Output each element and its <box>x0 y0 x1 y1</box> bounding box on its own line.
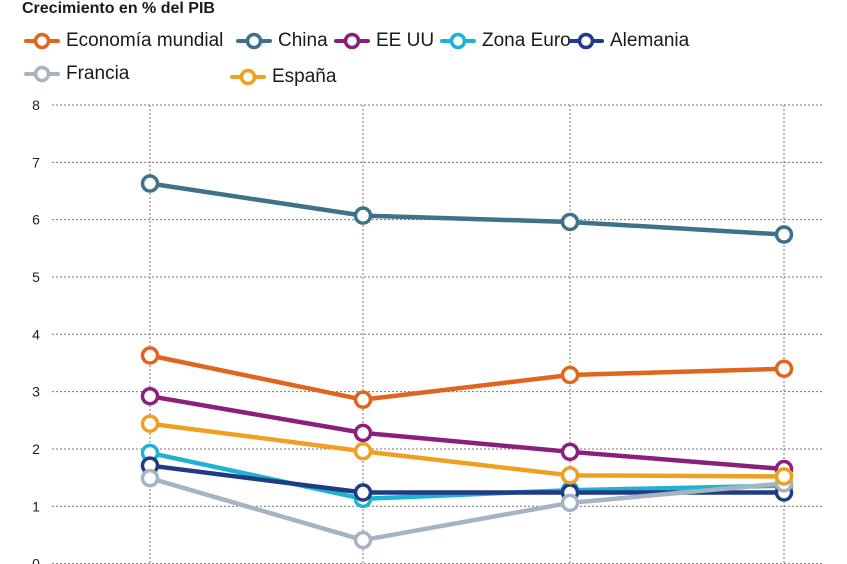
series-line-1 <box>147 181 787 237</box>
legend-label: China <box>278 30 328 51</box>
y-tick-label: 1 <box>32 498 40 514</box>
y-tick-label: 7 <box>32 154 40 170</box>
legend-swatch <box>236 32 272 50</box>
legend-item: Economía mundial <box>24 30 223 52</box>
legend-swatch <box>24 65 60 83</box>
legend-label: Economía mundial <box>66 30 224 51</box>
legend-label: España <box>272 66 337 87</box>
series-line-0 <box>147 353 787 402</box>
legend-swatch <box>334 32 370 50</box>
legend-item: Alemania <box>568 30 689 52</box>
series-line-6 <box>147 421 787 479</box>
data-point <box>774 225 794 244</box>
y-axis-ticks: 0 1 2 3 4 5 6 7 8 <box>32 97 40 564</box>
legend-label: Zona Euro <box>482 30 571 51</box>
legend-item: China <box>236 30 328 52</box>
data-point <box>353 206 373 225</box>
data-point <box>140 468 160 488</box>
data-point <box>140 414 160 433</box>
data-point <box>140 386 160 406</box>
series-lines <box>147 181 787 543</box>
data-point <box>560 442 580 462</box>
data-point <box>774 359 794 378</box>
data-point <box>140 174 160 193</box>
legend-swatch <box>440 32 476 50</box>
y-tick-label: 5 <box>32 269 40 285</box>
legend-swatch <box>24 32 60 50</box>
y-tick-label: 8 <box>32 97 40 113</box>
legend-item: España <box>230 66 336 88</box>
data-point <box>353 483 373 502</box>
legend-swatch <box>568 32 604 50</box>
data-point <box>774 467 794 486</box>
legend-item: Zona Euro <box>440 30 571 52</box>
y-tick-label: 0 <box>32 556 40 564</box>
legend-label: EE UU <box>376 30 435 51</box>
series-line-2 <box>147 393 787 472</box>
y-tick-label: 3 <box>32 384 40 400</box>
series-points <box>140 174 794 550</box>
y-tick-label: 4 <box>32 326 40 342</box>
data-point <box>560 365 580 385</box>
data-point <box>560 493 580 513</box>
legend-label: Alemania <box>610 30 690 51</box>
data-point <box>353 390 373 409</box>
legend-item: Francia <box>24 63 129 85</box>
data-point <box>353 530 373 550</box>
chart-title: Crecimiento en % del PIB <box>22 0 215 17</box>
y-tick-label: 6 <box>32 212 40 228</box>
data-point <box>353 423 373 443</box>
legend-label: Francia <box>66 63 130 84</box>
data-point <box>140 346 160 365</box>
data-point <box>353 441 373 461</box>
legend-item: EE UU <box>334 30 434 52</box>
y-tick-label: 2 <box>32 441 40 457</box>
data-point <box>560 466 580 485</box>
legend-swatch <box>230 68 266 86</box>
data-point <box>560 212 580 232</box>
series-line-5 <box>147 475 787 543</box>
